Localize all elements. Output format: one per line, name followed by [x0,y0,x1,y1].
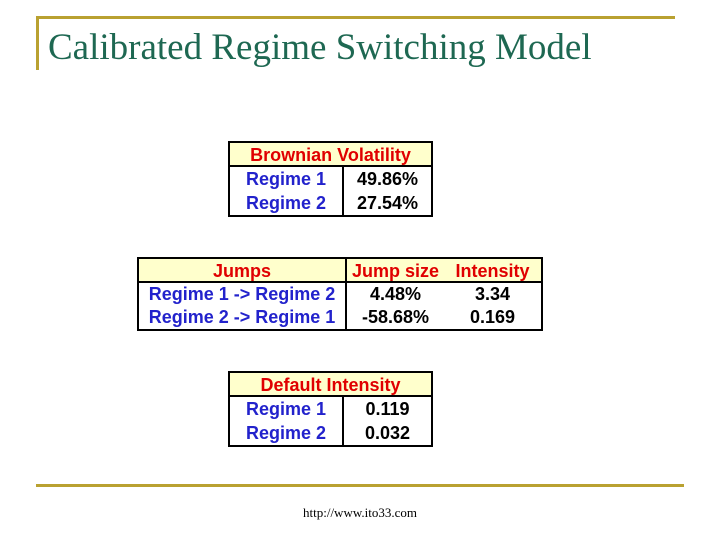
jumps-table: Jumps Jump size Intensity Regime 1 -> Re… [137,257,543,331]
jumps-column-headers: Jump size Intensity [347,259,541,281]
row-value: 0.032 [364,423,411,443]
table-row: Regime 2 -> Regime 1 -58.68% 0.169 [139,306,541,329]
row-values: -58.68% 0.169 [347,306,541,329]
intensity-value: 0.169 [469,307,516,327]
default-intensity-table: Default Intensity Regime 1 0.119 Regime … [228,371,433,447]
title-top-rule [36,16,675,19]
brownian-volatility-table: Brownian Volatility Regime 1 49.86% Regi… [228,141,433,217]
brownian-volatility-header: Brownian Volatility [230,143,431,167]
table-row: Regime 1 -> Regime 2 4.48% 3.34 [139,283,541,306]
title-accent-bar [36,16,39,70]
row-label: Regime 2 [230,191,344,215]
row-label: Regime 1 [230,167,344,191]
row-label: Regime 2 [230,421,344,445]
row-value: 49.86% [356,169,419,189]
jumps-header: Jumps [139,259,347,281]
table-row: Regime 1 0.119 [230,397,431,421]
column-header-intensity: Intensity [455,261,530,281]
row-value: 0.119 [365,399,410,419]
column-header-jump-size: Jump size [351,261,440,281]
table-row: Regime 2 27.54% [230,191,431,215]
row-label: Regime 1 -> Regime 2 [139,283,347,306]
jump-size-value: 4.48% [369,284,422,304]
footer-url: http://www.ito33.com [303,505,417,520]
row-values: 4.48% 3.34 [347,283,541,306]
jump-size-value: -58.68% [361,307,430,327]
slide-title: Calibrated Regime Switching Model [48,27,592,68]
row-value: 27.54% [356,193,419,213]
table-row: Regime 2 0.032 [230,421,431,445]
footer-rule [36,484,684,487]
row-label: Regime 1 [230,397,344,421]
jumps-header-row: Jumps Jump size Intensity [139,259,541,283]
row-label: Regime 2 -> Regime 1 [139,306,347,329]
intensity-value: 3.34 [474,284,511,304]
default-intensity-header: Default Intensity [230,373,431,397]
table-row: Regime 1 49.86% [230,167,431,191]
